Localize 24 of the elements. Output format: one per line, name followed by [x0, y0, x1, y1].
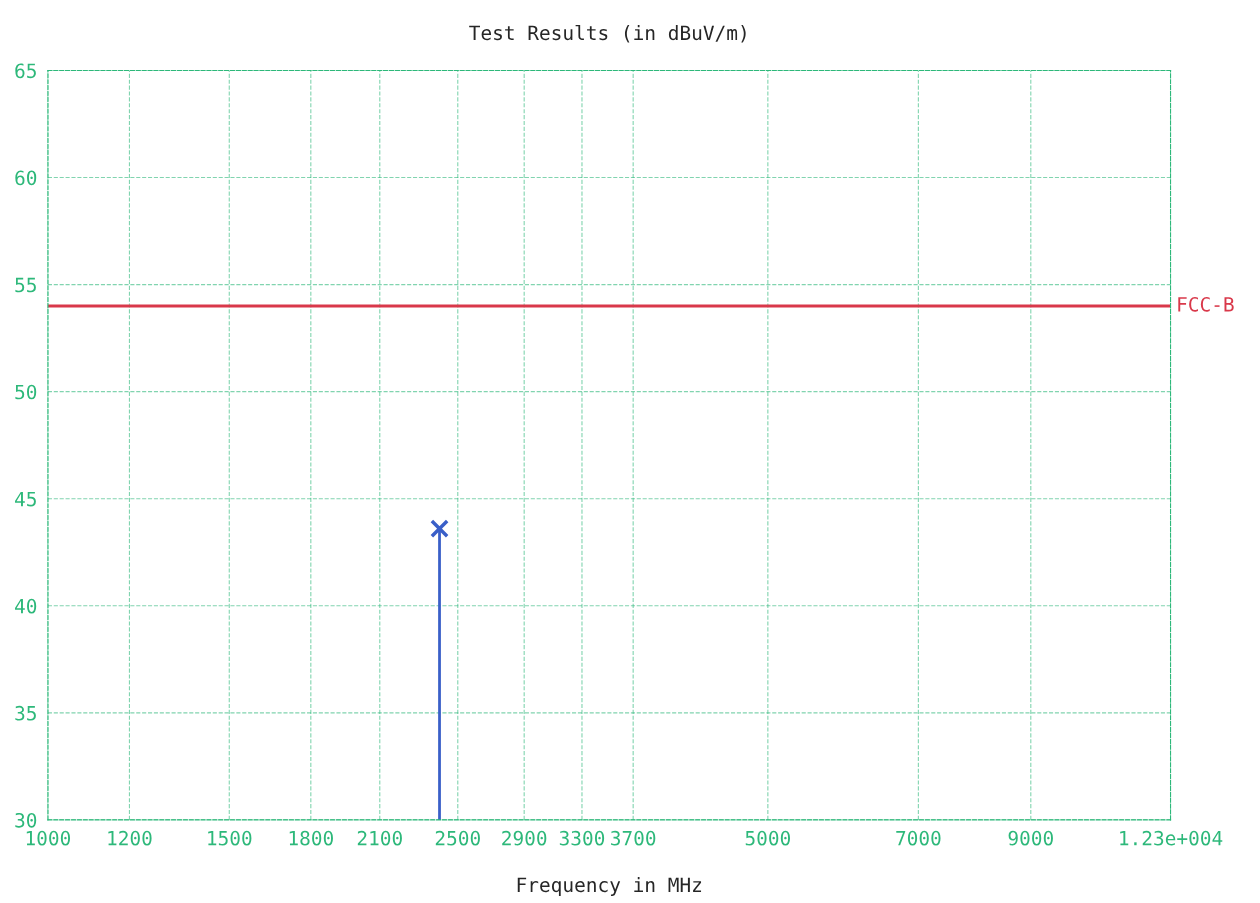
y-tick-label: 55	[15, 277, 36, 293]
x-tick-label: 9000	[1008, 830, 1053, 846]
x-tick-label: 3700	[611, 830, 656, 846]
x-tick-label: 2900	[502, 830, 547, 846]
x-tick-label: 1200	[108, 830, 152, 846]
x-tick-label: 7000	[896, 830, 941, 846]
chart-title: Test Results (in dBuV/m)	[469, 25, 746, 43]
x-tick-label: 2500	[435, 830, 480, 846]
x-tick-label: 3300	[559, 830, 605, 846]
y-tick-label: 30	[15, 812, 37, 828]
ref-line-label: FCC-B	[1178, 296, 1234, 312]
y-tick-label: 65	[15, 63, 36, 79]
x-tick-label: 1800	[289, 830, 333, 846]
x-tick-label: 1.23e+004	[1120, 830, 1223, 846]
y-tick-label: 60	[15, 170, 37, 186]
x-axis-title: Frequency in MHz	[517, 877, 702, 896]
x-tick-label: 5000	[745, 830, 791, 846]
y-tick-label: 45	[15, 491, 36, 507]
x-tick-label: 1000	[26, 830, 71, 846]
x-tick-label: 2100	[357, 830, 402, 846]
y-tick-label: 40	[15, 598, 37, 614]
y-tick-label: 35	[15, 705, 36, 721]
y-tick-label: 50	[15, 384, 37, 400]
x-tick-label: 1500	[208, 830, 252, 846]
